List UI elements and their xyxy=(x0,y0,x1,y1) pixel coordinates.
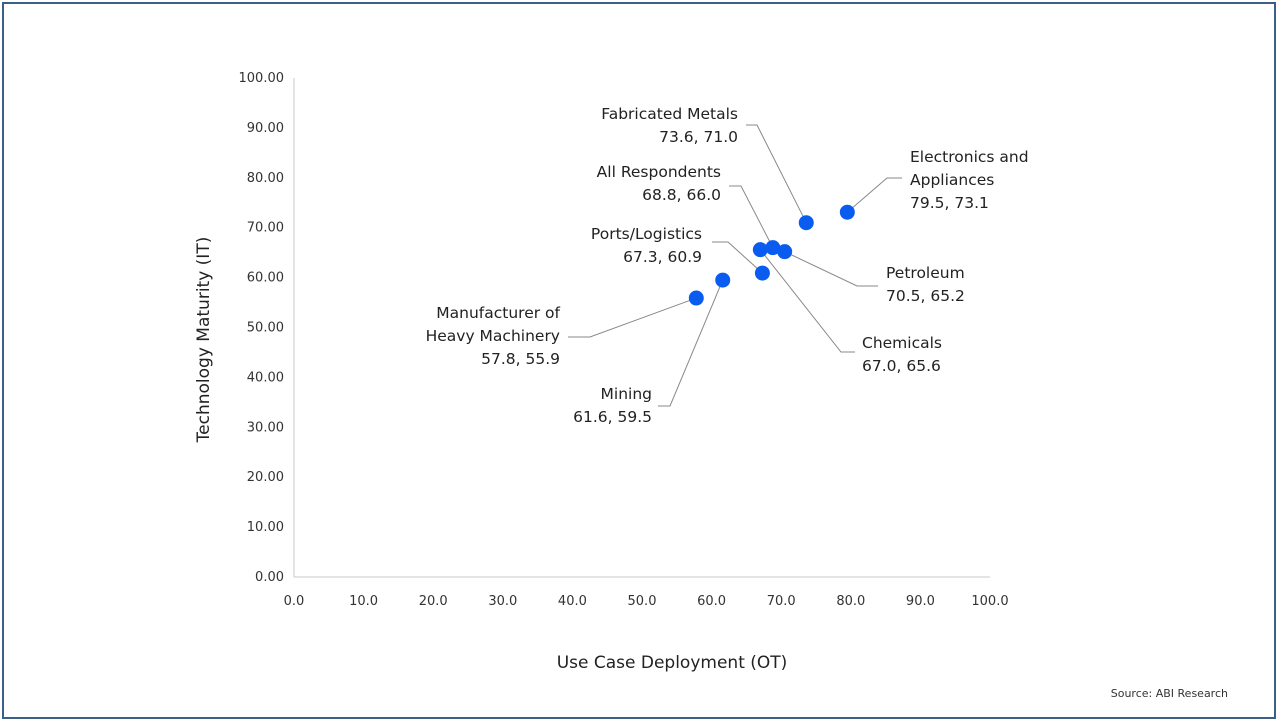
x-tick-label: 90.0 xyxy=(906,594,935,609)
x-tick-label: 80.0 xyxy=(836,594,865,609)
y-tick-label: 30.00 xyxy=(247,420,284,435)
data-point xyxy=(777,244,793,260)
data-point-label-line: Electronics and xyxy=(910,148,1029,166)
leader-line xyxy=(746,124,807,223)
leader-line xyxy=(712,241,763,274)
data-point-label: Chemicals 67.0, 65.6 xyxy=(862,334,942,375)
data-point-label: Petroleum 70.5, 65.2 xyxy=(886,264,965,305)
y-tick-label: 100.00 xyxy=(239,71,285,86)
x-tick-label: 40.0 xyxy=(558,594,587,609)
x-tick-label: 0.0 xyxy=(284,594,305,609)
x-tick-label: 60.0 xyxy=(697,594,726,609)
data-point-label-line: Mining xyxy=(601,385,652,403)
data-point-label-line: Appliances xyxy=(910,171,994,189)
data-point xyxy=(752,242,768,258)
x-tick-label: 70.0 xyxy=(767,594,796,609)
data-point-label-line: 70.5, 65.2 xyxy=(886,287,965,305)
data-point-label-line: All Respondents xyxy=(597,163,721,181)
leader-line xyxy=(846,177,902,213)
x-tick-label: 30.0 xyxy=(488,594,517,609)
y-tick-label: 60.00 xyxy=(247,271,284,286)
data-point-label-line: 61.6, 59.5 xyxy=(573,408,652,426)
source-note: Source: ABI Research xyxy=(1110,687,1228,700)
leader-line xyxy=(658,279,724,407)
data-point-label-line: Manufacturer of xyxy=(436,304,560,322)
data-point-label-line: Heavy Machinery xyxy=(426,327,560,345)
leader-line xyxy=(784,251,878,287)
leader-line xyxy=(568,297,697,338)
leader-line xyxy=(729,185,774,248)
data-point-label-line: 67.0, 65.6 xyxy=(862,357,941,375)
y-tick-label: 70.00 xyxy=(247,221,284,236)
data-point-label-line: Chemicals xyxy=(862,334,942,352)
data-point-label-line: Ports/Logistics xyxy=(591,225,702,243)
data-point xyxy=(798,215,814,231)
data-point-label-line: 68.8, 66.0 xyxy=(642,186,721,204)
data-point-label: All Respondents 68.8, 66.0 xyxy=(597,163,721,204)
data-point-label-line: Fabricated Metals xyxy=(601,105,738,123)
y-axis-title: Technology Maturity (IT) xyxy=(194,237,214,444)
data-point-label: Ports/Logistics 67.3, 60.9 xyxy=(591,225,702,266)
data-point-label: Electronics and Appliances 79.5, 73.1 xyxy=(910,148,1029,212)
data-point-label-line: 67.3, 60.9 xyxy=(623,248,702,266)
y-tick-label: 0.00 xyxy=(255,570,284,585)
data-point-label: Mining 61.6, 59.5 xyxy=(573,385,652,426)
y-tick-label: 10.00 xyxy=(247,520,284,535)
y-tick-label: 50.00 xyxy=(247,321,284,336)
y-tick-label: 20.00 xyxy=(247,470,284,485)
data-point xyxy=(839,204,855,220)
x-tick-label: 10.0 xyxy=(349,594,378,609)
data-point-label-line: 73.6, 71.0 xyxy=(659,128,738,146)
x-tick-label: 50.0 xyxy=(628,594,657,609)
x-tick-label: 100.0 xyxy=(971,594,1008,609)
data-point xyxy=(688,290,704,306)
data-point-label-line: 57.8, 55.9 xyxy=(481,350,560,368)
leader-line xyxy=(759,249,855,353)
data-point-label: Manufacturer of Heavy Machinery 57.8, 55.9 xyxy=(426,304,561,368)
data-point-label-line: 79.5, 73.1 xyxy=(910,194,989,212)
x-axis-title: Use Case Deployment (OT) xyxy=(557,653,788,673)
y-tick-label: 40.00 xyxy=(247,370,284,385)
data-point xyxy=(754,265,770,281)
data-point xyxy=(765,240,781,256)
y-tick-label: 80.00 xyxy=(247,171,284,186)
x-tick-label: 20.0 xyxy=(419,594,448,609)
data-point-label-line: Petroleum xyxy=(886,264,965,282)
data-point xyxy=(715,272,731,288)
y-tick-label: 90.00 xyxy=(247,121,284,136)
data-point-label: Fabricated Metals 73.6, 71.0 xyxy=(601,105,738,146)
